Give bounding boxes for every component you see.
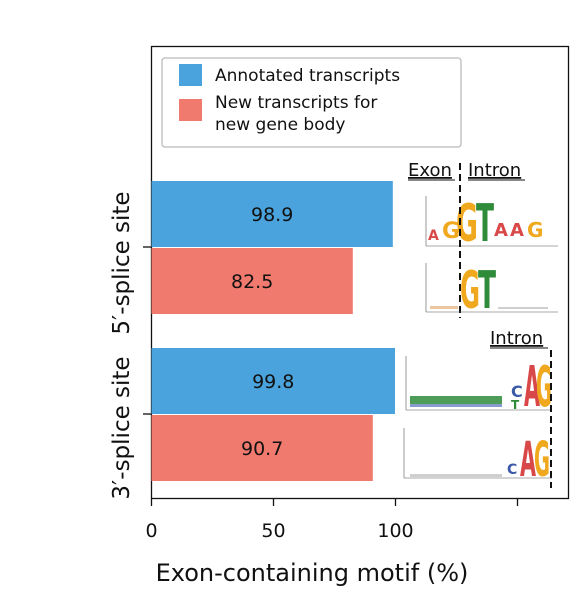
x-tick-label-100: 100	[377, 520, 413, 542]
svg-text:C: C	[511, 382, 523, 401]
bar-1-1	[151, 415, 373, 481]
exon-header: Exon	[408, 160, 452, 181]
bar-labels-group: 98.9 82.5 99.8 90.7	[231, 204, 294, 460]
intron-header-5prime: Intron	[468, 160, 521, 181]
motif-logo-5prime-new: G T	[425, 261, 558, 321]
bar-label-0-1: 82.5	[231, 271, 273, 293]
bar-0-0	[151, 181, 393, 247]
svg-text:G: G	[460, 261, 480, 321]
x-tick-label-50: 50	[261, 520, 285, 542]
legend-label-new-line2: new gene body	[215, 115, 345, 135]
legend-swatch-annotated	[179, 64, 202, 86]
x-axis-title: Exon-containing motif (%)	[156, 559, 469, 587]
bar-0-1	[151, 248, 353, 314]
legend-swatch-new	[179, 99, 202, 121]
svg-text:G: G	[456, 194, 478, 254]
legend: Annotated transcripts New transcripts fo…	[161, 57, 462, 148]
category-label-3prime: 3′-splice site	[109, 356, 135, 499]
legend-label-annotated: Annotated transcripts	[215, 66, 400, 86]
bars-group	[151, 181, 396, 481]
svg-text:G: G	[527, 218, 543, 242]
svg-text:A: A	[520, 432, 536, 488]
bar-label-0-0: 98.9	[251, 204, 293, 226]
svg-text:T: T	[511, 398, 520, 412]
legend-box	[161, 57, 462, 148]
svg-text:G: G	[442, 219, 460, 244]
svg-text:A: A	[510, 220, 524, 241]
motif-logo-3prime-new: C A G	[403, 428, 552, 488]
svg-text:A: A	[428, 228, 439, 244]
svg-text:A: A	[524, 355, 540, 420]
svg-text:G: G	[536, 355, 552, 420]
svg-text:A: A	[494, 220, 508, 241]
x-tick-label-0: 0	[145, 520, 157, 542]
svg-text:C: C	[507, 462, 517, 478]
svg-text:T: T	[476, 194, 494, 254]
bar-label-1-0: 99.8	[252, 371, 294, 393]
motif-logo-3prime-annotated: C T A G	[405, 355, 552, 420]
svg-text:G: G	[534, 432, 550, 488]
bar-1-0	[151, 348, 396, 414]
svg-text:T: T	[478, 261, 496, 321]
legend-label-new-line1: New transcripts for	[215, 93, 377, 113]
x-axis-ticks: 0 50 100	[145, 498, 519, 542]
bar-label-1-1: 90.7	[241, 438, 283, 460]
category-label-5prime: 5′-splice site	[109, 191, 135, 334]
intron-header-3prime: Intron	[490, 328, 543, 349]
motif-logo-5prime-annotated: A G G T A A G	[425, 194, 558, 254]
